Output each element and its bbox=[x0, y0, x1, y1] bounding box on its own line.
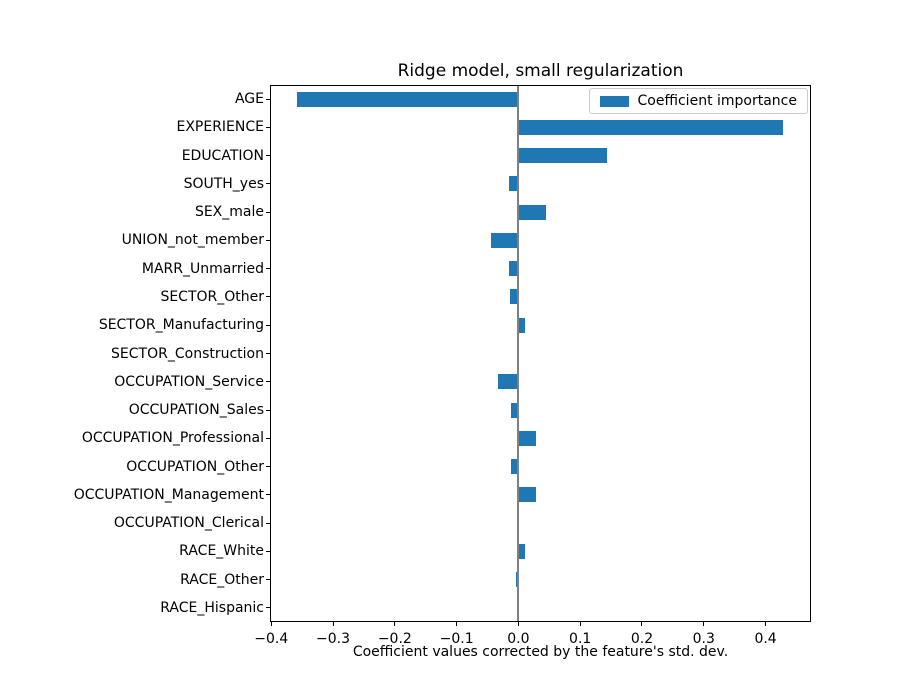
bar-OCCUPATION_Sales bbox=[510, 402, 519, 418]
legend-swatch-icon bbox=[599, 95, 629, 107]
x-tick bbox=[332, 622, 334, 626]
y-tick bbox=[266, 126, 270, 128]
y-label-EXPERIENCE: EXPERIENCE bbox=[176, 119, 264, 136]
bar-EDUCATION bbox=[518, 148, 608, 164]
y-label-RACE_Other: RACE_Other bbox=[180, 571, 264, 588]
bar-RACE_White bbox=[518, 543, 525, 559]
bar-MARR_Unmarried bbox=[509, 261, 519, 277]
y-label-OCCUPATION_Management: OCCUPATION_Management bbox=[73, 486, 264, 503]
y-tick bbox=[266, 239, 270, 241]
y-tick bbox=[266, 607, 270, 609]
y-tick bbox=[266, 353, 270, 354]
x-axis-label: Coefficient values corrected by the feat… bbox=[352, 644, 729, 660]
legend-label: Coefficient importance bbox=[637, 93, 798, 109]
y-label-RACE_Hispanic: RACE_Hispanic bbox=[160, 599, 264, 616]
y-label-OCCUPATION_Professional: OCCUPATION_Professional bbox=[81, 430, 264, 447]
x-tick-label-0.3: 0.3 bbox=[692, 631, 715, 647]
bar-OCCUPATION_Management bbox=[518, 487, 536, 503]
y-label-UNION_not_member: UNION_not_member bbox=[121, 232, 264, 249]
y-tick bbox=[266, 296, 270, 298]
x-tick-label-0.4: 0.4 bbox=[754, 631, 777, 647]
y-label-AGE: AGE bbox=[234, 91, 264, 108]
y-tick bbox=[266, 324, 270, 326]
x-tick-label-−0.2: −0.2 bbox=[377, 631, 412, 647]
y-tick bbox=[266, 381, 270, 383]
y-tick bbox=[266, 183, 270, 185]
y-tick bbox=[266, 466, 270, 468]
bar-UNION_not_member bbox=[490, 232, 519, 248]
plot-area bbox=[266, 85, 811, 626]
y-label-OCCUPATION_Sales: OCCUPATION_Sales bbox=[128, 402, 264, 419]
y-label-OCCUPATION_Clerical: OCCUPATION_Clerical bbox=[113, 515, 264, 532]
y-tick bbox=[266, 268, 270, 270]
x-tick bbox=[394, 622, 396, 626]
x-tick-label-0.2: 0.2 bbox=[630, 631, 654, 647]
legend: Coefficient importance bbox=[588, 88, 808, 114]
y-label-EDUCATION: EDUCATION bbox=[181, 147, 264, 164]
y-tick bbox=[266, 98, 270, 100]
x-tick bbox=[579, 622, 581, 626]
x-tick-label-−0.1: −0.1 bbox=[439, 631, 474, 647]
y-tick bbox=[266, 409, 270, 411]
y-label-SECTOR_Manufacturing: SECTOR_Manufacturing bbox=[98, 317, 264, 334]
y-tick bbox=[266, 494, 270, 496]
x-tick bbox=[703, 622, 705, 626]
bar-SOUTH_yes bbox=[509, 176, 519, 192]
y-label-OCCUPATION_Other: OCCUPATION_Other bbox=[126, 458, 264, 475]
bar-OCCUPATION_Service bbox=[498, 374, 519, 390]
bar-EXPERIENCE bbox=[518, 119, 783, 135]
x-tick-label-0.0: 0.0 bbox=[507, 631, 530, 647]
axes-frame bbox=[270, 85, 811, 622]
y-tick bbox=[266, 550, 270, 552]
x-tick-label-−0.3: −0.3 bbox=[316, 631, 351, 647]
y-label-MARR_Unmarried: MARR_Unmarried bbox=[141, 260, 264, 277]
y-tick bbox=[266, 437, 270, 439]
bar-SECTOR_Other bbox=[509, 289, 519, 305]
x-tick-label-−0.4: −0.4 bbox=[254, 631, 289, 647]
bar-SECTOR_Manufacturing bbox=[518, 317, 526, 333]
y-tick bbox=[266, 522, 270, 524]
y-label-RACE_White: RACE_White bbox=[179, 543, 264, 560]
y-label-OCCUPATION_Service: OCCUPATION_Service bbox=[114, 373, 264, 390]
y-tick bbox=[266, 579, 270, 581]
x-tick-label-0.1: 0.1 bbox=[569, 631, 592, 647]
x-tick bbox=[456, 622, 458, 626]
y-label-SECTOR_Construction: SECTOR_Construction bbox=[111, 345, 264, 362]
bar-OCCUPATION_Professional bbox=[518, 430, 536, 446]
y-tick bbox=[266, 211, 270, 213]
x-tick bbox=[517, 622, 519, 626]
bar-RACE_Other bbox=[515, 572, 519, 588]
bar-OCCUPATION_Other bbox=[510, 459, 519, 475]
x-tick bbox=[765, 622, 767, 626]
y-label-SEX_male: SEX_male bbox=[194, 204, 264, 221]
x-tick bbox=[270, 622, 272, 626]
bar-SEX_male bbox=[518, 204, 547, 220]
bar-AGE bbox=[297, 91, 519, 107]
x-tick bbox=[641, 622, 643, 626]
chart-title: Ridge model, small regularization bbox=[397, 61, 684, 81]
y-tick bbox=[266, 155, 270, 157]
y-label-SECTOR_Other: SECTOR_Other bbox=[160, 288, 264, 305]
zero-line bbox=[517, 85, 520, 622]
y-label-SOUTH_yes: SOUTH_yes bbox=[183, 175, 264, 192]
